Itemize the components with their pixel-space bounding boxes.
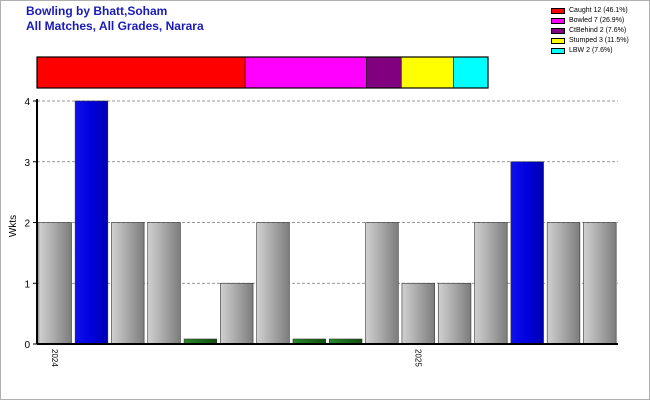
bar bbox=[220, 282, 254, 345]
stack-border bbox=[36, 56, 489, 89]
legend-swatch-bowled bbox=[551, 18, 565, 24]
y-axis-label: Wkts bbox=[8, 215, 19, 237]
stack-segment-ctbehind bbox=[366, 56, 402, 89]
legend-label-bowled: Bowled 7 (26.9%) bbox=[569, 17, 625, 24]
chart-title: Bowling by Bhatt,Soham All Matches, All … bbox=[26, 4, 204, 34]
legend: Caught 12 (46.1%) Bowled 7 (26.9%) CtBeh… bbox=[551, 6, 629, 56]
title-line-1: Bowling by Bhatt,Soham bbox=[26, 4, 168, 18]
bar bbox=[74, 100, 109, 345]
legend-label-ctbehind: CtBehind 2 (7.6%) bbox=[569, 27, 627, 34]
bar bbox=[365, 222, 399, 345]
legend-item-lbw: LBW 2 (7.6%) bbox=[551, 46, 629, 56]
stack-segment-lbw bbox=[453, 56, 489, 89]
legend-item-ctbehind: CtBehind 2 (7.6%) bbox=[551, 26, 629, 36]
legend-label-lbw: LBW 2 (7.6%) bbox=[569, 47, 613, 54]
legend-swatch-stumped bbox=[551, 38, 565, 44]
legend-item-bowled: Bowled 7 (26.9%) bbox=[551, 16, 629, 26]
x-tick-label: 2025 bbox=[413, 349, 422, 367]
legend-item-stumped: Stumped 3 (11.5%) bbox=[551, 36, 629, 46]
stack-segment-stumped bbox=[400, 56, 454, 89]
x-tick-label: 2024 bbox=[50, 349, 59, 367]
bar bbox=[147, 222, 181, 345]
legend-swatch-ctbehind bbox=[551, 28, 565, 34]
bar bbox=[401, 282, 435, 345]
bar bbox=[546, 222, 581, 345]
stacked-bar bbox=[36, 56, 489, 89]
bar bbox=[583, 222, 617, 345]
legend-swatch-lbw bbox=[551, 48, 565, 54]
y-tick-label: 0 bbox=[24, 340, 30, 351]
y-tick-label: 1 bbox=[24, 279, 30, 290]
axes: 0 1 2 3 4 2024 2025 bbox=[24, 97, 618, 367]
y-tick-label: 4 bbox=[24, 97, 30, 108]
legend-label-stumped: Stumped 3 (11.5%) bbox=[569, 37, 629, 44]
legend-swatch-caught bbox=[551, 8, 565, 14]
stack-segment-bowled bbox=[244, 56, 367, 89]
bar bbox=[474, 222, 508, 345]
bar bbox=[510, 161, 544, 345]
bar bbox=[256, 222, 290, 345]
legend-item-caught: Caught 12 (46.1%) bbox=[551, 6, 629, 16]
y-tick-label: 2 bbox=[24, 219, 30, 230]
stack-segment-caught bbox=[36, 56, 246, 89]
y-tick-label: 3 bbox=[24, 158, 30, 169]
title-line-2: All Matches, All Grades, Narara bbox=[26, 19, 204, 33]
bar bbox=[111, 222, 145, 345]
legend-label-caught: Caught 12 (46.1%) bbox=[569, 7, 628, 14]
bar bbox=[437, 282, 472, 345]
bar bbox=[38, 222, 72, 345]
